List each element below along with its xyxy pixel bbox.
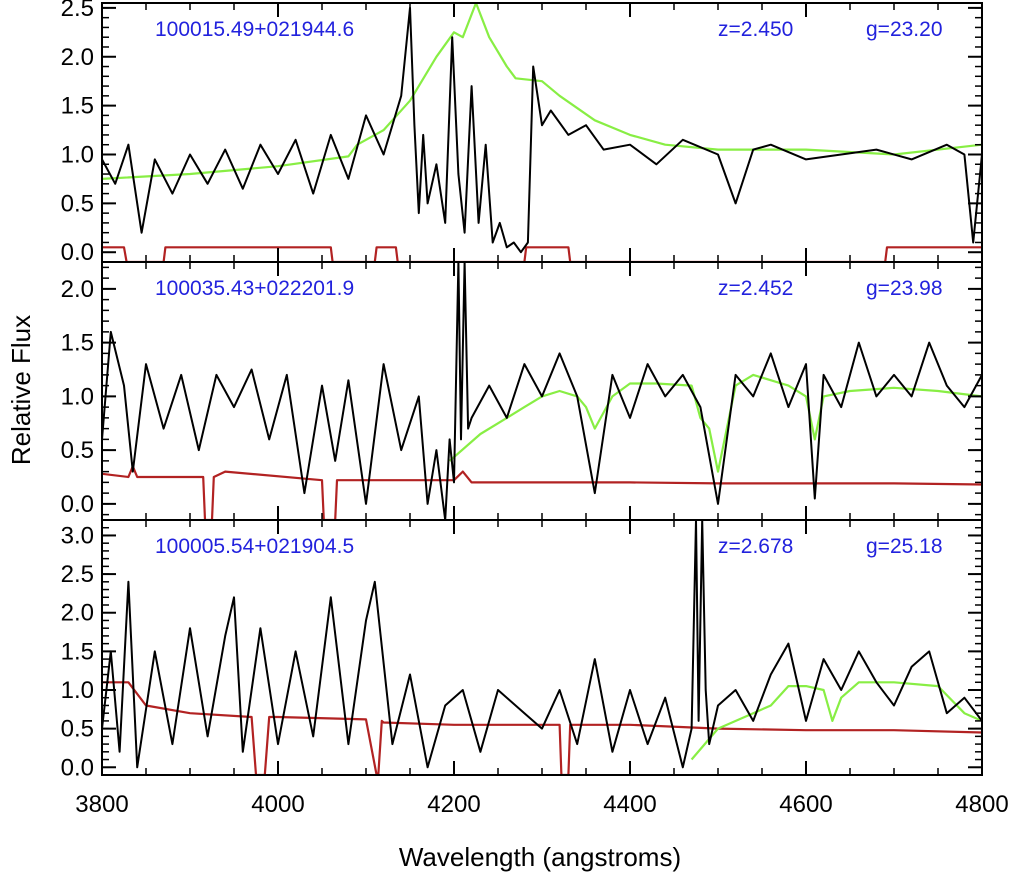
- panel-plot-area: [102, 262, 982, 520]
- object-name-label: 100035.43+022201.9: [155, 277, 354, 300]
- object-name-label: 100015.49+021944.6: [155, 18, 354, 41]
- y-tick-label: 1.0: [61, 141, 94, 168]
- x-tick-label: 4800: [955, 791, 1008, 818]
- series-error-line: [102, 465, 982, 520]
- series-template-line: [690, 681, 982, 761]
- panel-3: 0.0 0.5 1.0 1.5 2.0 2.5 3.0 100005.54+021904.5 z…: [61, 519, 983, 781]
- y-tick-label: 0.0: [61, 754, 94, 781]
- y-tick-label: 3.0: [61, 522, 94, 549]
- y-tick-label: 0.5: [61, 190, 94, 217]
- panel-2: 0.0 0.5 1.0 1.5 2.0 100035.43+022201.9 z=2.452…: [61, 261, 983, 521]
- series-template-line: [448, 373, 982, 473]
- magnitude-label: g=25.18: [866, 535, 943, 558]
- series-spectrum-line: [102, 520, 982, 769]
- x-tick-label: 4400: [603, 791, 656, 818]
- y-tick-label: 1.0: [61, 383, 94, 410]
- y-tick-label: 1.5: [61, 93, 94, 120]
- panels-layer: 0.0 0.5 1.0 1.5 2.0 2.5 100015.49+021944.6 z=2.…: [61, 0, 1009, 818]
- y-tick-label: 0.5: [61, 437, 94, 464]
- panel-frame: [101, 2, 983, 263]
- magnitude-label: g=23.98: [866, 277, 943, 300]
- y-axis-title: Relative Flux: [6, 315, 36, 465]
- panel-frame: [101, 519, 983, 776]
- magnitude-label: g=23.20: [866, 18, 943, 41]
- x-tick-label: 3800: [75, 791, 128, 818]
- y-tick-label: 1.0: [61, 677, 94, 704]
- x-tick-label: 4600: [779, 791, 832, 818]
- y-tick-label: 1.5: [61, 330, 94, 357]
- series-template-line: [102, 3, 982, 180]
- y-tick-label: 2.0: [61, 44, 94, 71]
- series-spectrum-line: [102, 6, 982, 254]
- panel-plot-area: [102, 520, 982, 775]
- y-tick-label: 1.5: [61, 638, 94, 665]
- x-tick-label: 4000: [251, 791, 304, 818]
- panel-1: 0.0 0.5 1.0 1.5 2.0 2.5 100015.49+021944.6 z=2.…: [61, 0, 983, 266]
- y-tick-label: 2.0: [61, 600, 94, 627]
- series-spectrum-line: [102, 262, 982, 520]
- panel-plot-area: [102, 3, 982, 262]
- y-tick-label: 0.0: [61, 491, 94, 518]
- y-tick-label: 0.0: [61, 239, 94, 266]
- object-name-label: 100005.54+021904.5: [155, 535, 354, 558]
- redshift-label: z=2.450: [718, 18, 793, 41]
- redshift-label: z=2.678: [718, 535, 793, 558]
- x-tick-labels: 3800 4000 4200 4400 4600 4800: [75, 791, 1008, 818]
- x-axis-title: Wavelength (angstroms): [399, 842, 681, 872]
- series-error-line: [102, 246, 982, 262]
- x-tick-label: 4200: [427, 791, 480, 818]
- y-tick-label: 2.0: [61, 276, 94, 303]
- y-tick-label: 2.5: [61, 561, 94, 588]
- y-tick-label: 2.5: [61, 0, 94, 22]
- redshift-label: z=2.452: [718, 277, 793, 300]
- y-tick-label: 0.5: [61, 716, 94, 743]
